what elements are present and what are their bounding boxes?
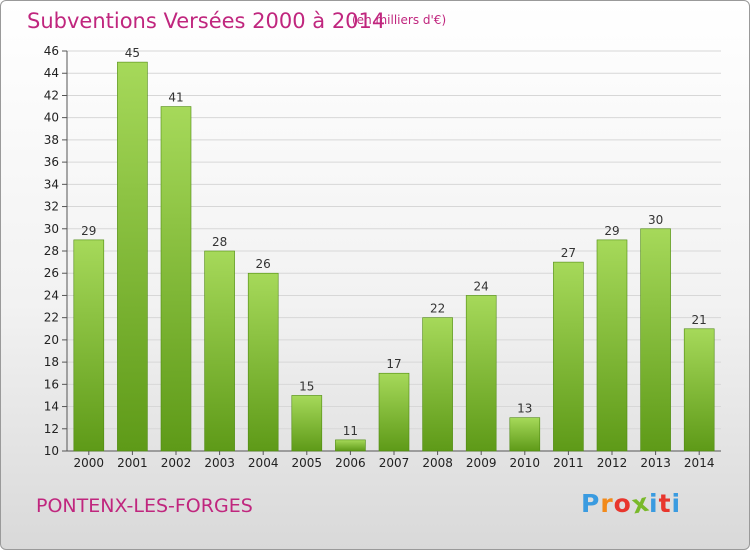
data-label: 22 — [430, 302, 445, 316]
bar-2000 — [73, 239, 105, 452]
bar-2001 — [117, 61, 148, 452]
data-label: 41 — [168, 91, 183, 105]
data-label: 15 — [299, 379, 314, 393]
bar-2002 — [160, 106, 192, 452]
x-tick-label: 2011 — [553, 456, 584, 470]
y-tick-label: 16 — [44, 377, 59, 391]
data-label: 45 — [125, 46, 140, 60]
logo-letter: o — [613, 489, 632, 518]
data-label: 28 — [212, 235, 227, 249]
y-tick-label: 10 — [44, 444, 59, 458]
x-tick-label: 2002 — [161, 456, 192, 470]
x-tick-label: 2005 — [292, 456, 323, 470]
proxiti-logo[interactable]: Proxiti — [581, 488, 682, 520]
data-label: 26 — [256, 257, 271, 271]
x-tick-label: 2003 — [204, 456, 235, 470]
y-tick-label: 12 — [44, 422, 59, 436]
x-tick-label: 2007 — [379, 456, 410, 470]
y-tick-label: 32 — [44, 200, 59, 214]
data-label: 13 — [517, 402, 532, 416]
y-tick-label: 18 — [44, 355, 59, 369]
logo-letter: P — [581, 489, 601, 518]
x-tick-label: 2008 — [422, 456, 453, 470]
y-tick-labels: 10 12 14 16 18 20 22 24 26 28 30 32 34 36 38 40 42 44 46 — [44, 44, 59, 458]
bar-2008 — [422, 317, 453, 452]
y-tick-label: 42 — [44, 88, 59, 102]
data-label: 30 — [648, 213, 663, 227]
y-tick-label: 14 — [44, 400, 59, 414]
y-tick-label: 22 — [44, 311, 59, 325]
y-tick-label: 46 — [44, 44, 59, 58]
y-tick-label: 44 — [44, 66, 59, 80]
x-tick-label: 2004 — [248, 456, 279, 470]
bar-2005 — [291, 395, 323, 452]
y-tick-label: 36 — [44, 155, 59, 169]
bar-2010 — [509, 417, 541, 452]
y-tick-label: 34 — [44, 177, 59, 191]
bars — [73, 61, 715, 452]
data-label: 29 — [81, 224, 96, 238]
y-tick-label: 26 — [44, 266, 59, 280]
bar-2013 — [640, 228, 671, 452]
bar-2003 — [204, 250, 235, 452]
data-label: 11 — [343, 424, 358, 438]
y-tick-label: 28 — [44, 244, 59, 258]
bar-2012 — [596, 239, 628, 452]
chart-subtitle: (en milliers d'€) — [352, 13, 447, 27]
x-tick-label: 2012 — [597, 456, 628, 470]
y-tick-label: 38 — [44, 133, 59, 147]
y-tick-label: 20 — [44, 333, 59, 347]
bar-2009 — [465, 295, 497, 452]
bar-2004 — [247, 272, 279, 452]
chart-title: Subventions Versées 2000 à 2014 — [27, 9, 386, 33]
logo-letter: r — [600, 489, 614, 518]
logo-letter: t — [658, 489, 672, 518]
data-label: 24 — [474, 279, 489, 293]
data-label: 17 — [386, 357, 401, 371]
commune-name: PONTENX-LES-FORGES — [36, 495, 253, 517]
x-tick-label: 2010 — [510, 456, 541, 470]
y-tick-label: 40 — [44, 111, 59, 125]
data-labels: 29 45 41 28 26 15 11 17 22 24 13 27 29 30 21 — [81, 46, 707, 438]
x-tick-label: 2001 — [117, 456, 148, 470]
x-tick-label: 2000 — [74, 456, 105, 470]
logo-letter: i — [649, 489, 659, 518]
logo-letter: i — [671, 489, 682, 518]
bar-2011 — [553, 261, 584, 452]
bar-2014 — [683, 328, 715, 452]
data-label: 21 — [692, 313, 707, 327]
bar-2006 — [335, 439, 366, 452]
y-tick-label: 24 — [44, 288, 59, 302]
y-tick-label: 30 — [44, 222, 59, 236]
x-tick-label: 2006 — [335, 456, 366, 470]
data-label: 27 — [561, 246, 576, 260]
x-tick-labels: 2000 2001 2002 2003 2004 2005 2006 2007 2008 2009… — [74, 451, 715, 470]
x-tick-label: 2009 — [466, 456, 497, 470]
x-tick-label: 2013 — [640, 456, 671, 470]
data-label: 29 — [604, 224, 619, 238]
bar-2007 — [378, 372, 410, 452]
x-tick-label: 2014 — [684, 456, 715, 470]
